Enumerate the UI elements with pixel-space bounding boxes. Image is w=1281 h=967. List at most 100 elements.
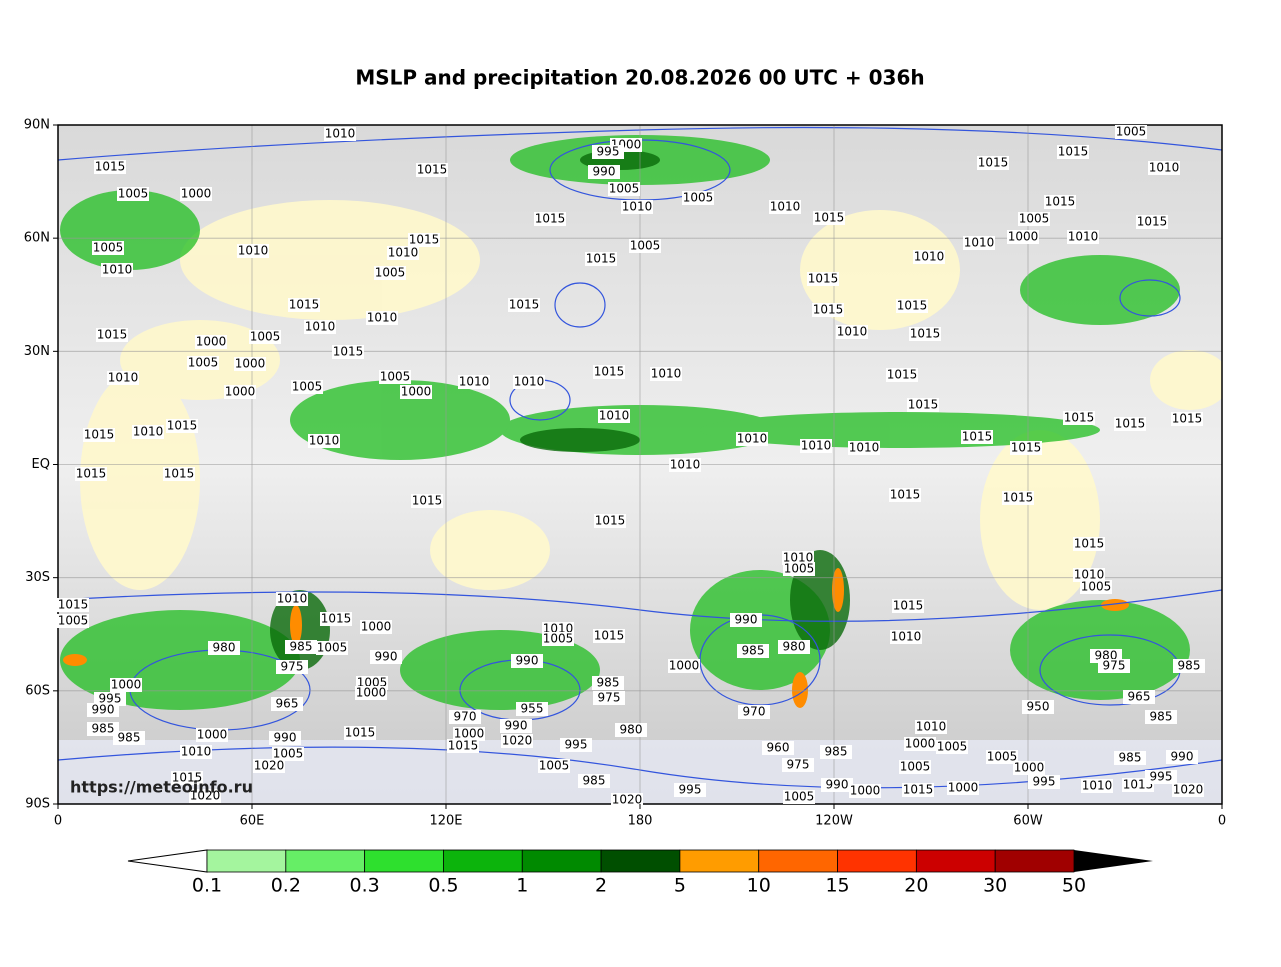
isobar-label-text: 1005 (543, 632, 574, 646)
isobar-label-text: 995 (679, 783, 702, 797)
isobar-label: 990 (730, 613, 762, 627)
isobar-label-text: 985 (825, 745, 848, 759)
isobar-label: 1005 (936, 740, 968, 754)
isobar-label: 995 (560, 738, 592, 752)
isobar-label: 995 (1028, 775, 1060, 789)
isobar-label-bg (585, 252, 617, 266)
isobar-label: 1010 (387, 246, 419, 260)
isobar-label: 1010 (913, 250, 945, 264)
isobar-label-text: 990 (826, 778, 849, 792)
isobar-label: 1005 (1018, 212, 1050, 226)
isobar-label-bg (1044, 195, 1076, 209)
isobar-label: 1015 (166, 419, 198, 433)
isobar-label: 1010 (598, 409, 630, 423)
isobar-label: 995 (94, 692, 126, 706)
isobar-label-text: 1010 (325, 127, 356, 141)
colorbar-label: 50 (1062, 875, 1086, 897)
y-axis-label: 90S (25, 797, 50, 812)
isobar-label-text: 1015 (1172, 412, 1203, 426)
isobar-label-text: 1015 (1137, 215, 1168, 229)
isobar-label-text: 1005 (292, 380, 323, 394)
colorbar-swatch (679, 849, 760, 873)
isobar-label-text: 1015 (509, 298, 540, 312)
isobar-label-text: 1010 (964, 236, 995, 250)
colorbar-label: 20 (904, 875, 928, 897)
isobar-label-bg (542, 632, 574, 646)
isobar-label-text: 1015 (1045, 195, 1076, 209)
isobar-label-text: 1015 (1115, 417, 1146, 431)
isobar-label-bg (501, 734, 533, 748)
isobar-label-text: 1010 (770, 200, 801, 214)
isobar-label: 980 (615, 723, 647, 737)
isobar-label: 985 (737, 644, 769, 658)
isobar-label-text: 975 (1103, 659, 1126, 673)
isobar-label-bg (1057, 145, 1089, 159)
isobar-label-text: 1010 (1068, 230, 1099, 244)
isobar-label-text: 1010 (277, 592, 308, 606)
isobar-label-bg (57, 614, 89, 628)
isobar-label: 1020 (611, 793, 643, 807)
isobar-label-bg (291, 380, 323, 394)
isobar-label-text: 1005 (380, 370, 411, 384)
isobar-label-bg (408, 233, 440, 247)
isobar-label: 1010 (1081, 779, 1113, 793)
isobar-label-bg (411, 494, 443, 508)
isobar-label: 1015 (1010, 441, 1042, 455)
isobar-label-text: 960 (767, 741, 790, 755)
isobar-label: 1015 (288, 298, 320, 312)
isobar-label: 1010 (669, 458, 701, 472)
isobar-label-bg (1073, 537, 1105, 551)
isobar-label: 985 (285, 640, 317, 654)
isobar-label-bg (374, 266, 406, 280)
isobar-label-bg (913, 250, 945, 264)
isobar-label-bg (736, 432, 768, 446)
isobar-label-bg (674, 783, 706, 797)
isobar-label-bg (762, 741, 794, 755)
isobar-label: 1010 (101, 263, 133, 277)
isobar-label-text: 1010 (891, 630, 922, 644)
isobar-label-bg (83, 428, 115, 442)
isobar-label-text: 1020 (1173, 783, 1204, 797)
isobar-label-bg (615, 723, 647, 737)
isobar-label-bg (1115, 125, 1147, 139)
isobar-label-text: 985 (290, 640, 313, 654)
isobar-label-bg (1067, 230, 1099, 244)
isobar-label-bg (166, 419, 198, 433)
isobar-label: 1015 (1136, 215, 1168, 229)
isobar-label: 1005 (117, 187, 149, 201)
isobar-label-text: 965 (276, 697, 299, 711)
isobar-label: 1000 (196, 728, 228, 742)
colorbar-label: 0.5 (428, 875, 458, 897)
colorbar-label: 0.1 (192, 875, 222, 897)
isobar-label: 980 (778, 640, 810, 654)
isobar-label: 1000 (1013, 761, 1045, 775)
isobar-label-text: 1005 (609, 182, 640, 196)
isobar-label-bg (276, 660, 308, 674)
isobar-label: 1015 (447, 739, 479, 753)
isobar-label-text: 1015 (814, 211, 845, 225)
isobar-label-bg (986, 750, 1018, 764)
isobar-label: 1015 (909, 327, 941, 341)
isobar-label-bg (1148, 161, 1180, 175)
isobar-label-bg (800, 439, 832, 453)
isobar-label: 1000 (234, 357, 266, 371)
isobar-label-bg (890, 630, 922, 644)
isobar-label: 965 (271, 697, 303, 711)
title: MSLP and precipitation 20.08.2026 00 UTC… (355, 66, 924, 90)
isobar-label: 1010 (769, 200, 801, 214)
isobar-label: 1000 (355, 686, 387, 700)
isobar-label-text: 1015 (95, 160, 126, 174)
isobar-label-bg (1171, 412, 1203, 426)
isobar-label-bg (180, 745, 212, 759)
x-axis-label: 120E (429, 814, 462, 829)
x-axis-label: 0 (1218, 814, 1226, 829)
y-axis-label: 60N (24, 231, 50, 246)
isobar-label: 1000 (400, 385, 432, 399)
isobar-label-text: 995 (1150, 770, 1173, 784)
isobar-label: 985 (1114, 751, 1146, 765)
isobar-label: 1010 (276, 592, 308, 606)
isobar-label-text: 1000 (181, 187, 212, 201)
isobar-label-bg (1073, 568, 1105, 582)
isobar-label-text: 1015 (289, 298, 320, 312)
isobar-label-bg (1136, 215, 1168, 229)
